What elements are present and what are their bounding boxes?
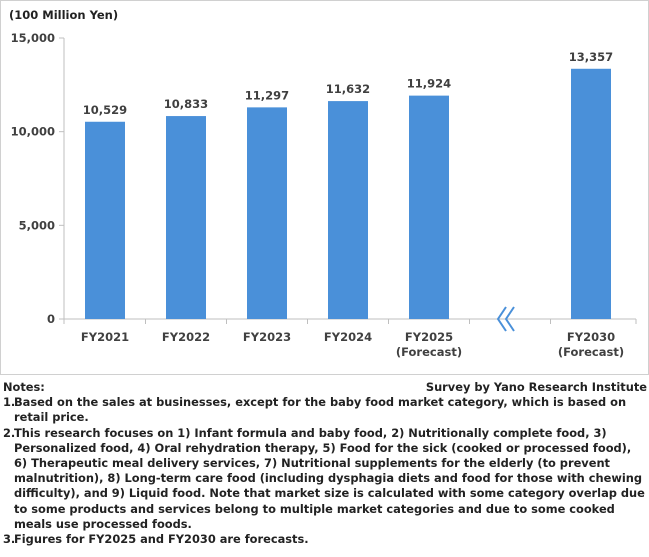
category-label: FY2023 xyxy=(243,330,291,344)
data-label: 10,529 xyxy=(83,103,127,117)
source-credit: Survey by Yano Research Institute xyxy=(425,380,647,394)
notes-section: Notes: Survey by Yano Research Institute… xyxy=(3,380,647,547)
bar xyxy=(571,68,611,319)
bar xyxy=(247,107,287,319)
category-sublabel: (Forecast) xyxy=(558,345,624,359)
y-tick-label: 0 xyxy=(47,312,55,326)
notes-header: Notes: Survey by Yano Research Institute xyxy=(3,380,647,395)
note-number: 3. xyxy=(3,532,16,547)
y-tick-label: 15,000 xyxy=(11,31,55,45)
y-tick-label: 10,000 xyxy=(11,125,55,139)
data-label: 11,632 xyxy=(326,82,370,96)
note-item: 2. This research focuses on 1) Infant fo… xyxy=(3,426,647,532)
data-label: 11,924 xyxy=(407,77,451,91)
y-tick-label: 5,000 xyxy=(19,218,55,232)
note-text: Based on the sales at businesses, except… xyxy=(14,395,627,425)
axis-break-icon xyxy=(504,306,515,332)
bar xyxy=(409,95,449,319)
note-item: 1. Based on the sales at businesses, exc… xyxy=(3,395,647,425)
category-label: FY2021 xyxy=(81,330,129,344)
category-label: FY2022 xyxy=(162,330,210,344)
bar xyxy=(85,121,125,319)
category-label: FY2024 xyxy=(324,330,372,344)
bar xyxy=(328,101,368,319)
data-label: 10,833 xyxy=(164,97,208,111)
data-label: 11,297 xyxy=(245,88,289,102)
chart-frame: (100 Million Yen) 0 5,000 10,000 15,000 10,5… xyxy=(0,0,649,375)
category-sublabel: (Forecast) xyxy=(396,345,462,359)
notes-heading: Notes: xyxy=(3,380,45,394)
unit-label: (100 Million Yen) xyxy=(9,8,119,22)
note-number: 2. xyxy=(3,425,16,440)
category-label: FY2025 xyxy=(405,330,453,344)
note-number: 1. xyxy=(3,395,16,410)
data-label: 13,357 xyxy=(569,50,613,64)
bar xyxy=(166,116,206,319)
bar-chart: 0 5,000 10,000 15,000 10,529 FY2021 10,833 FY20… xyxy=(11,31,637,359)
note-item: 3. Figures for FY2025 and FY2030 are for… xyxy=(3,532,647,547)
note-text: This research focuses on 1) Infant formu… xyxy=(14,425,645,531)
axis-break-icon xyxy=(496,306,507,332)
note-text: Figures for FY2025 and FY2030 are foreca… xyxy=(14,532,309,547)
category-label: FY2030 xyxy=(567,330,615,344)
